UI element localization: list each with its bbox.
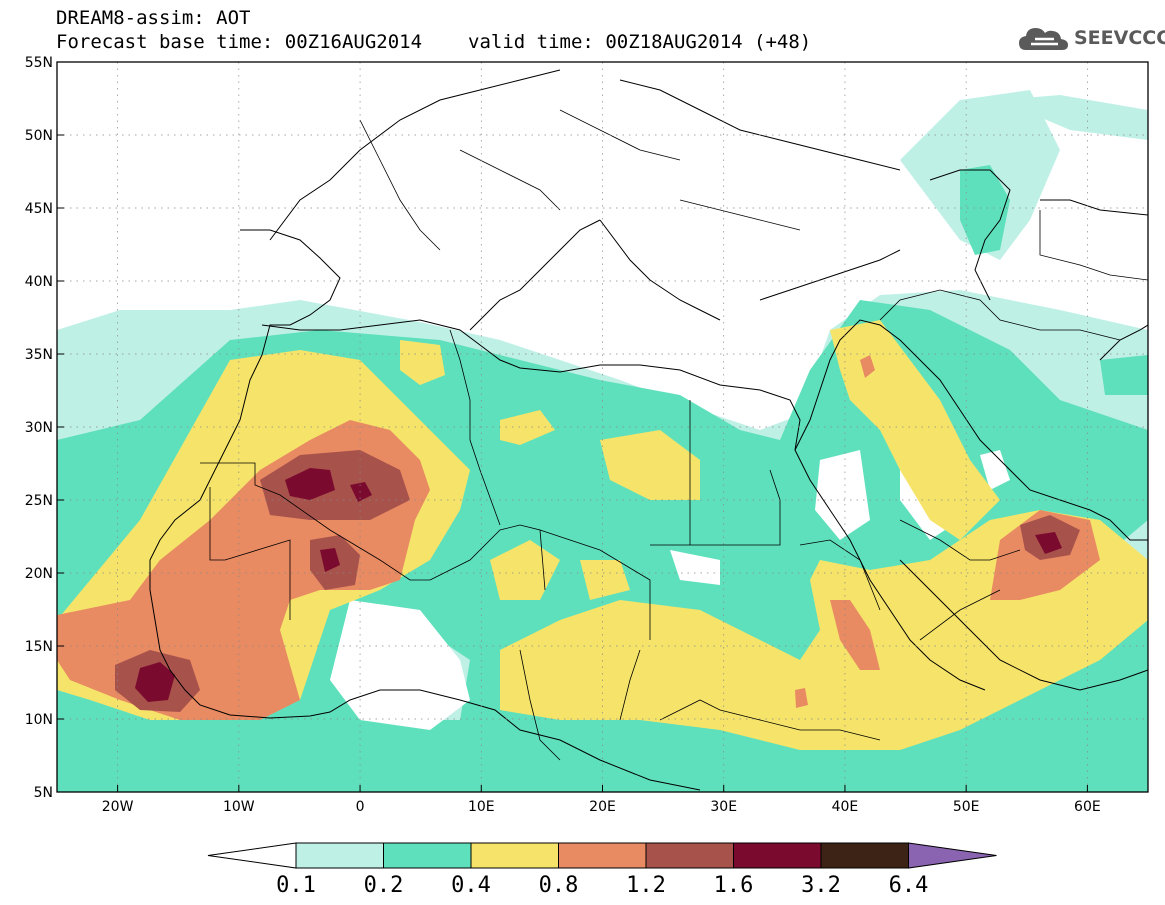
gridlines <box>57 62 1148 792</box>
aot-contour-1.6 <box>135 468 1062 702</box>
lon-tick-label: 40E <box>832 799 859 815</box>
chart-subtitle: Forecast base time: 00Z16AUG2014 valid ti… <box>56 32 811 52</box>
colorbar-level-label: 6.4 <box>889 873 929 898</box>
colorbar-level-label: 1.2 <box>626 873 666 898</box>
lat-tick-label: 45N <box>25 201 53 217</box>
colorbar-level-label: 3.2 <box>801 873 841 898</box>
lat-tick-label: 35N <box>25 347 53 363</box>
colorbar-box <box>470 842 559 869</box>
colorbar-max-arrow <box>908 842 997 869</box>
colorbar-level-label: 0.4 <box>451 873 491 898</box>
colorbar-box <box>558 842 647 869</box>
colorbar-level-label: 1.6 <box>714 873 754 898</box>
lat-tick-label: 15N <box>25 639 53 655</box>
lon-tick-label: 10W <box>223 799 255 815</box>
colorbar-box <box>645 842 734 869</box>
colorbar-min-arrow <box>207 842 297 869</box>
lon-tick-label: 60E <box>1074 799 1101 815</box>
colorbar-level-label: 0.1 <box>276 873 316 898</box>
lat-tick-label: 30N <box>25 420 53 436</box>
lon-tick-label: 10E <box>468 799 495 815</box>
colorbar-box <box>820 842 909 869</box>
lat-tick-label: 5N <box>34 785 53 801</box>
seevccc-logo: SEEVCCC <box>1018 22 1165 56</box>
lon-ticks: 20W 10W 0 10E 20E 30E 40E 50E 60E <box>102 785 1101 815</box>
country-borders <box>200 109 1148 761</box>
colorbar-level-label: 0.8 <box>539 873 579 898</box>
colorbar-box <box>383 842 472 869</box>
coastlines <box>149 69 1148 791</box>
valid-time: valid time: 00Z18AUG2014 (+48) <box>468 31 812 53</box>
cloud-icon <box>1019 28 1068 50</box>
lon-tick-label: 50E <box>953 799 980 815</box>
lon-tick-label: 0 <box>356 799 365 815</box>
lat-tick-label: 50N <box>25 128 53 144</box>
colorbar-box <box>295 842 384 869</box>
lon-tick-label: 30E <box>710 799 737 815</box>
aot-contour-1.2 <box>115 450 1080 712</box>
lat-tick-label: 20N <box>25 566 53 582</box>
lat-ticks: 5N 10N 15N 20N 25N 30N 35N 40N 45N 50N 55N <box>25 55 64 801</box>
base-time: Forecast base time: 00Z16AUG2014 <box>56 31 423 53</box>
lat-tick-label: 55N <box>25 55 53 71</box>
chart-title: DREAM8-assim: AOT <box>56 7 251 29</box>
lat-tick-label: 25N <box>25 493 53 509</box>
lon-tick-label: 20E <box>589 799 616 815</box>
colorbar-level-label: 0.2 <box>364 873 404 898</box>
lat-tick-label: 10N <box>25 712 53 728</box>
logo-text: SEEVCCC <box>1074 27 1165 49</box>
colorbar-box <box>733 842 822 869</box>
lon-tick-label: 20W <box>102 799 134 815</box>
lat-tick-label: 40N <box>25 274 53 290</box>
